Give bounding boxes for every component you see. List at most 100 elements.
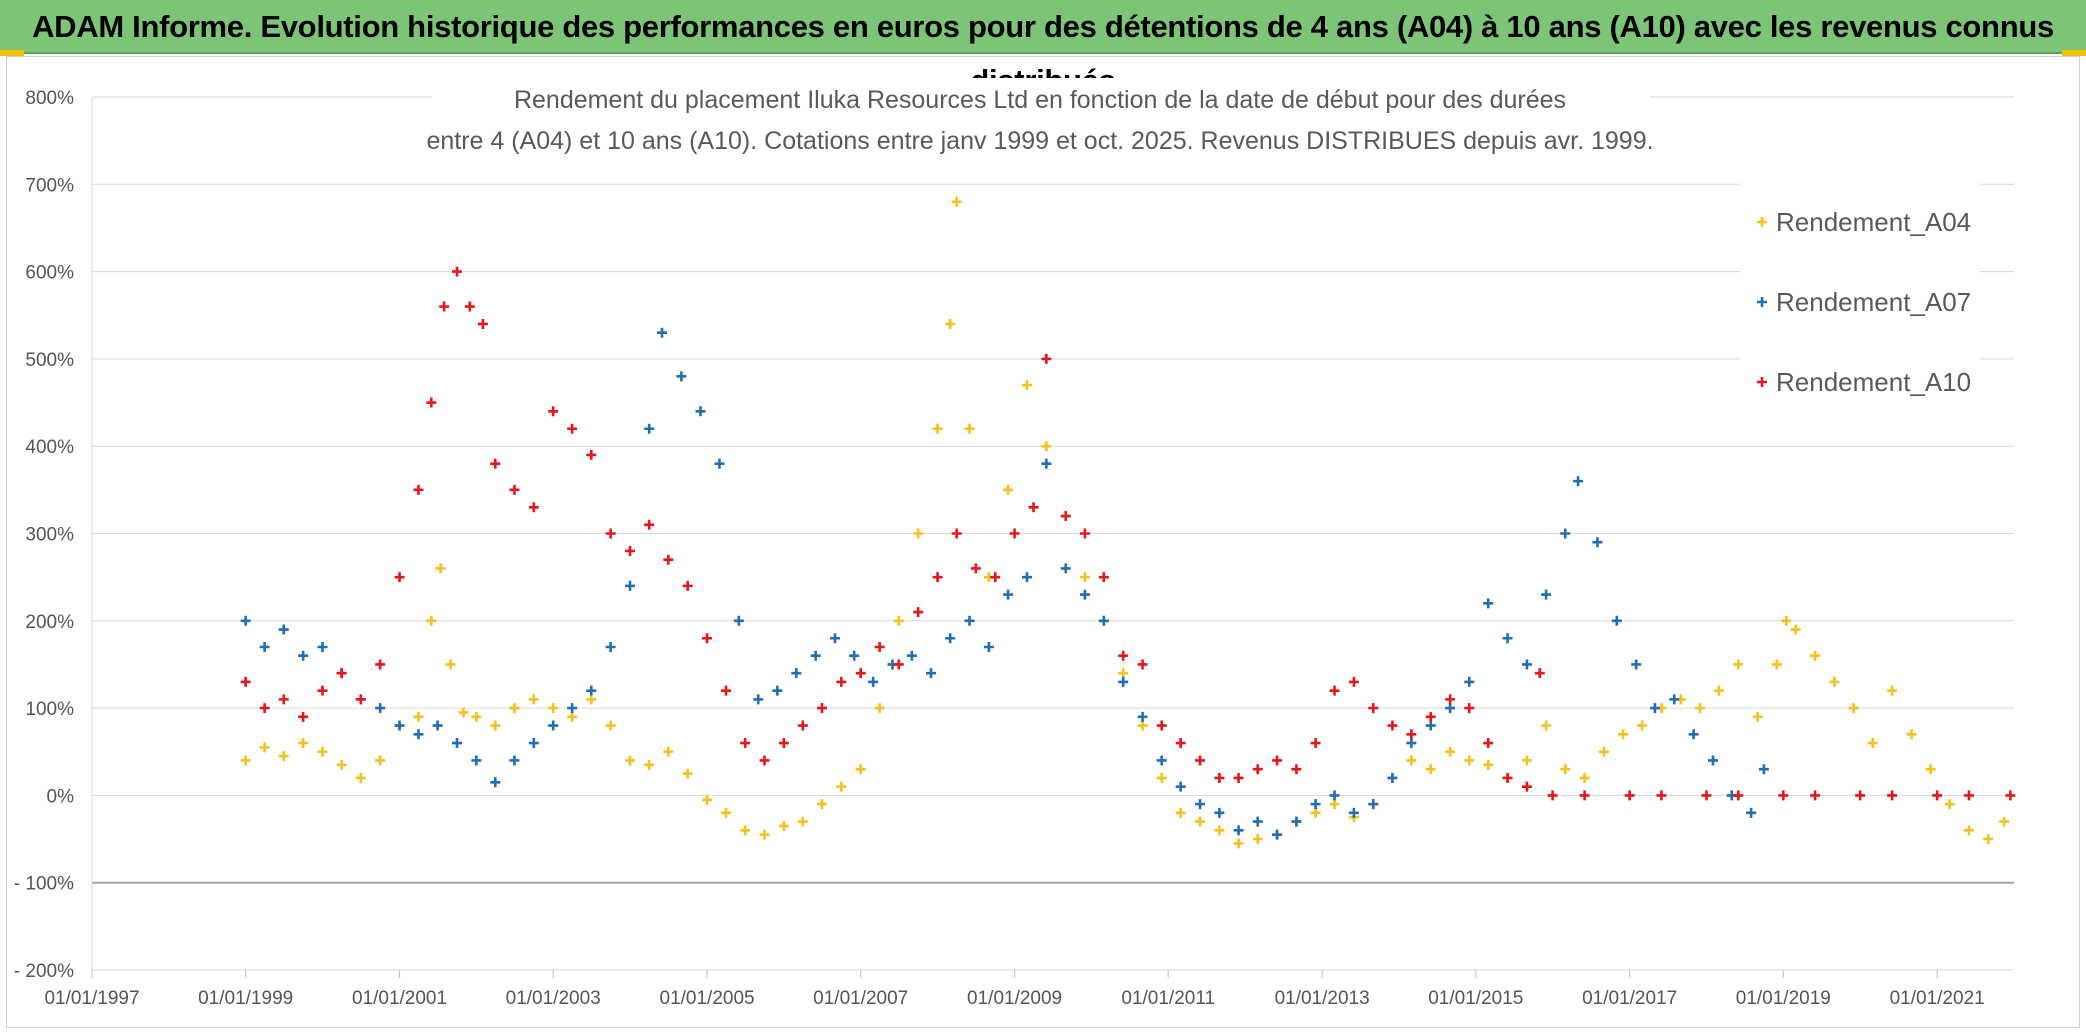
data-point — [1983, 834, 1994, 845]
data-point — [1445, 694, 1456, 705]
data-point — [676, 371, 687, 382]
data-point — [644, 423, 655, 434]
data-point — [625, 580, 636, 591]
data-point — [1733, 790, 1744, 801]
data-point — [1781, 615, 1792, 626]
data-point — [1887, 685, 1898, 696]
data-point — [951, 196, 962, 207]
data-point — [1214, 825, 1225, 836]
data-point — [1028, 502, 1039, 513]
data-point — [926, 668, 937, 679]
data-point — [932, 572, 943, 583]
data-point — [714, 458, 725, 469]
legend-marker — [1757, 217, 1767, 227]
data-point — [1175, 807, 1186, 818]
data-point — [298, 738, 309, 749]
x-tick-label: 01/01/2017 — [1582, 988, 1677, 1009]
legend-marker — [1757, 377, 1767, 387]
data-point — [394, 572, 405, 583]
data-point — [317, 746, 328, 757]
data-point — [1175, 781, 1186, 792]
legend-label: Rendement_A10 — [1776, 367, 1971, 397]
data-point — [1272, 829, 1283, 840]
data-point — [1746, 807, 1757, 818]
data-point — [759, 755, 770, 766]
data-point — [317, 641, 328, 652]
data-point — [439, 301, 450, 312]
data-point — [1611, 615, 1622, 626]
data-point — [740, 825, 751, 836]
data-point — [1118, 676, 1129, 687]
data-point — [1790, 624, 1801, 635]
series-Rendement_A07 — [240, 327, 1769, 840]
data-point — [509, 484, 520, 495]
data-point — [682, 580, 693, 591]
data-point — [733, 615, 744, 626]
data-point — [644, 759, 655, 770]
series-Rendement_A04 — [240, 196, 2010, 849]
data-point — [278, 694, 289, 705]
legend-marker — [1757, 297, 1767, 307]
data-point — [435, 563, 446, 574]
data-point — [451, 738, 462, 749]
data-point — [1252, 816, 1263, 827]
data-point — [1733, 659, 1744, 670]
data-point — [1233, 772, 1244, 783]
data-point — [464, 301, 475, 312]
data-point — [1637, 720, 1648, 731]
data-point — [586, 694, 597, 705]
data-point — [1771, 659, 1782, 670]
data-point — [695, 406, 706, 417]
data-point — [1041, 458, 1052, 469]
data-point — [1521, 755, 1532, 766]
data-point — [1887, 790, 1898, 801]
y-tick-label: 0% — [47, 786, 75, 807]
data-point — [849, 650, 860, 661]
data-point — [951, 528, 962, 539]
data-point — [1425, 720, 1436, 731]
data-point — [1329, 799, 1340, 810]
data-point — [445, 659, 456, 670]
data-point — [567, 423, 578, 434]
data-point — [586, 685, 597, 696]
chart-title-line2: entre 4 (A04) et 10 ans (A10). Cotations… — [426, 127, 1653, 155]
data-point — [1098, 572, 1109, 583]
chart-title-line1: Rendement du placement Iluka Resources L… — [514, 86, 1566, 114]
data-point — [413, 711, 424, 722]
title-background — [432, 78, 1650, 166]
data-point — [1752, 711, 1763, 722]
banner-corner-left — [0, 50, 24, 56]
data-point — [1483, 759, 1494, 770]
data-point — [874, 703, 885, 714]
data-point — [586, 449, 597, 460]
data-point — [2005, 790, 2016, 801]
data-point — [1848, 703, 1859, 714]
data-point — [913, 607, 924, 618]
data-point — [1368, 799, 1379, 810]
y-tick-label: 300% — [25, 525, 74, 546]
data-point — [1758, 764, 1769, 775]
legend: Rendement_A04 Rendement_A07 Rendement_A10 — [1757, 207, 1971, 397]
data-point — [990, 572, 1001, 583]
data-point — [548, 703, 559, 714]
data-point — [772, 685, 783, 696]
x-tick-label: 01/01/1997 — [44, 988, 139, 1009]
data-point — [810, 650, 821, 661]
data-point — [721, 807, 732, 818]
data-point — [1137, 720, 1148, 731]
data-point — [298, 650, 309, 661]
data-point — [1810, 650, 1821, 661]
data-point — [1560, 764, 1571, 775]
data-point — [477, 318, 488, 329]
x-tick-label: 01/01/2007 — [813, 988, 908, 1009]
data-point — [893, 615, 904, 626]
data-point — [1098, 615, 1109, 626]
data-point — [702, 794, 713, 805]
y-tick-label: 600% — [25, 263, 74, 284]
data-point — [1291, 764, 1302, 775]
y-tick-label: - 100% — [14, 874, 74, 895]
data-point — [1003, 589, 1014, 600]
data-point — [1810, 790, 1821, 801]
x-tick-label: 01/01/1999 — [198, 988, 293, 1009]
data-point — [1214, 772, 1225, 783]
